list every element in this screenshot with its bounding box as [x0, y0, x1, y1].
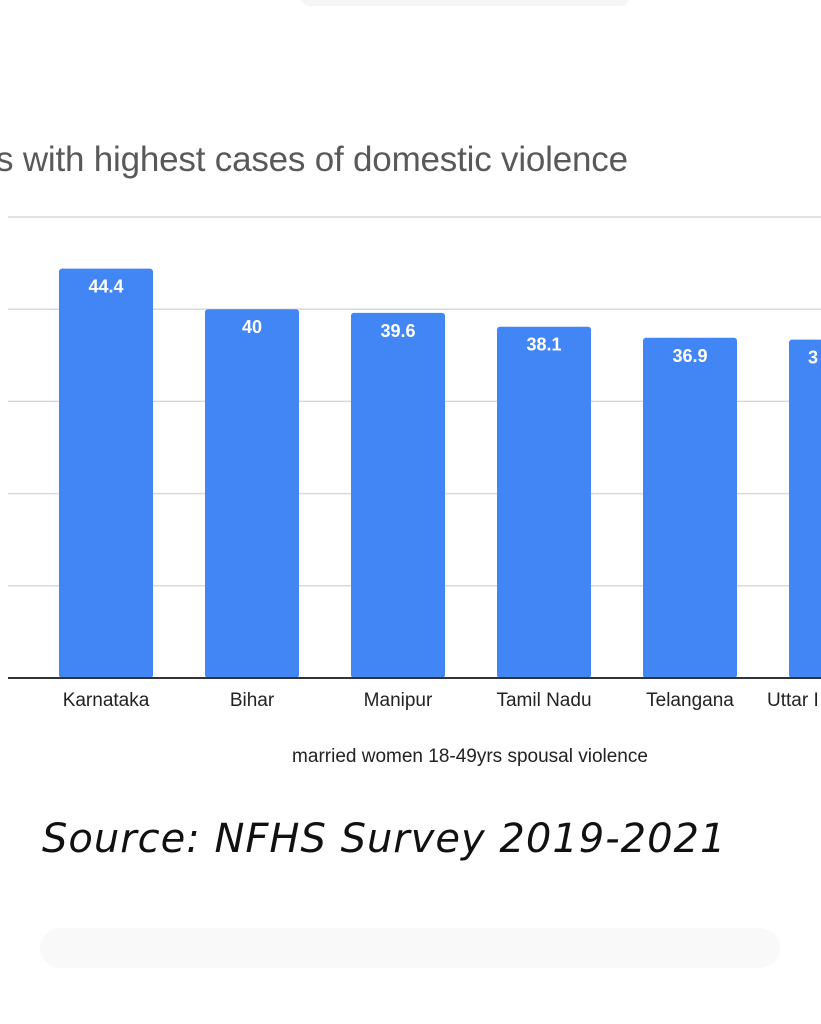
data-label: 38.1 [526, 335, 561, 355]
x-tick-label: Tamil Nadu [496, 690, 591, 711]
chart-title: s with highest cases of domestic violenc… [0, 140, 628, 179]
data-label: 3 [808, 348, 818, 368]
x-axis-title: married women 18-49yrs spousal violence [292, 746, 648, 767]
x-tick-label: Bihar [230, 690, 275, 711]
bar-manipur [351, 312, 445, 678]
bar-uttar-pradesh [789, 339, 821, 678]
bar-karnataka [59, 268, 153, 678]
data-label: 40 [242, 317, 262, 337]
x-tick-label: Telangana [646, 690, 734, 711]
x-tick-labels: Karnataka Bihar Manipur Tamil Nadu Telangana… [63, 690, 819, 711]
faint-artifact-bottom [40, 928, 780, 968]
bars [59, 268, 821, 678]
bar-telangana [643, 337, 737, 678]
data-label: 44.4 [88, 277, 123, 297]
bar-tamil-nadu [497, 326, 591, 678]
source-caption: Source: NFHS Survey 2019-2021 [42, 816, 727, 862]
data-label: 36.9 [672, 346, 707, 366]
x-tick-label: Uttar I [767, 690, 819, 711]
data-labels: 44.4 40 39.6 38.1 36.9 3 [88, 277, 818, 368]
bar-chart: 44.4 40 39.6 38.1 36.9 3 Karnataka Bihar Manipu… [8, 216, 821, 767]
x-tick-label: Karnataka [63, 690, 150, 711]
faint-artifact-top [300, 0, 630, 6]
x-tick-label: Manipur [364, 690, 433, 711]
data-label: 39.6 [380, 321, 415, 341]
bar-bihar [205, 309, 299, 678]
